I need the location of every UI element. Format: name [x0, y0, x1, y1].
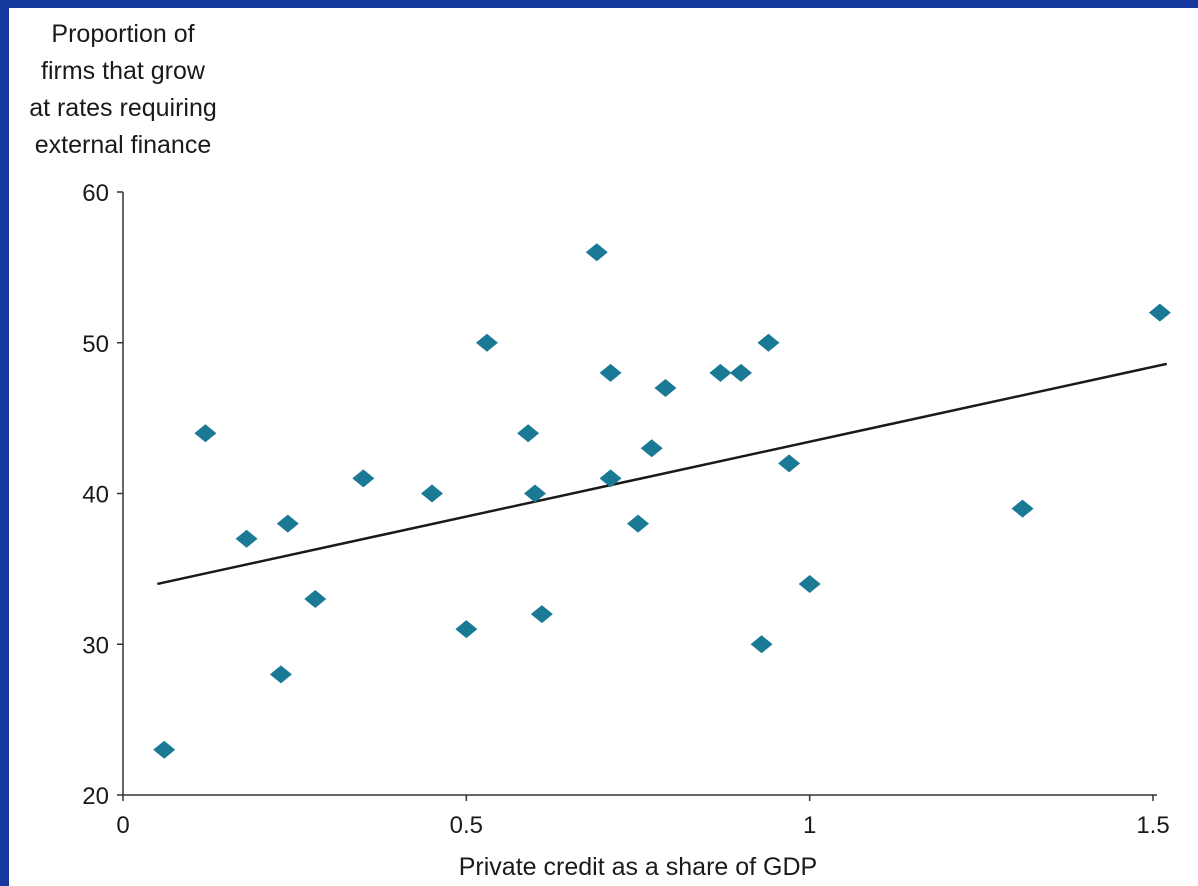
y-tick-label: 30: [82, 632, 109, 659]
x-ticks: 0 0.5 1 1.5: [116, 795, 1170, 839]
y-axis-label-line: firms that grow: [41, 57, 205, 85]
y-tick-label: 40: [82, 482, 109, 509]
x-tick-label: 0: [116, 812, 129, 839]
x-tick-label: 1: [803, 812, 816, 839]
data-point: [798, 574, 821, 593]
data-point: [153, 740, 176, 759]
data-point: [599, 469, 622, 488]
data-point: [530, 605, 553, 624]
frame-border-top: [0, 0, 1198, 8]
y-tick-label: 50: [82, 331, 109, 358]
y-axis-label-line: at rates requiring: [29, 94, 217, 122]
y-axis-label: Proportion of firms that grow at rates r…: [0, 16, 246, 164]
data-point: [304, 590, 327, 609]
data-point: [585, 243, 608, 262]
y-tick-label: 20: [82, 783, 109, 810]
data-point: [730, 363, 752, 382]
data-point: [194, 424, 217, 443]
data-point: [709, 363, 732, 382]
x-tick-label: 1.5: [1136, 812, 1169, 839]
y-tick-label: 60: [82, 180, 109, 207]
data-point: [517, 424, 540, 443]
data-point: [1148, 303, 1171, 322]
data-point: [455, 620, 478, 639]
data-point: [269, 665, 292, 684]
data-points: [153, 243, 1171, 759]
data-point: [1011, 499, 1034, 518]
data-point: [235, 529, 258, 548]
data-point: [475, 333, 498, 352]
trend-line: [157, 362, 1167, 586]
data-point: [276, 514, 299, 533]
data-point: [778, 454, 801, 473]
data-point: [757, 333, 780, 352]
data-point: [750, 635, 773, 654]
data-point: [352, 469, 375, 488]
data-point: [627, 514, 649, 533]
y-axis-label-line: Proportion of: [51, 20, 195, 48]
data-point: [654, 378, 677, 397]
data-point: [640, 439, 663, 458]
x-axis-label: Private credit as a share of GDP: [459, 853, 817, 881]
y-ticks: 20 30 40 50 60: [82, 180, 123, 810]
data-point: [524, 484, 546, 503]
data-point: [421, 484, 443, 503]
y-axis-label-line: external finance: [34, 131, 212, 159]
frame-border-left: [0, 0, 9, 886]
data-point: [599, 363, 622, 382]
x-tick-label: 0.5: [450, 812, 483, 839]
